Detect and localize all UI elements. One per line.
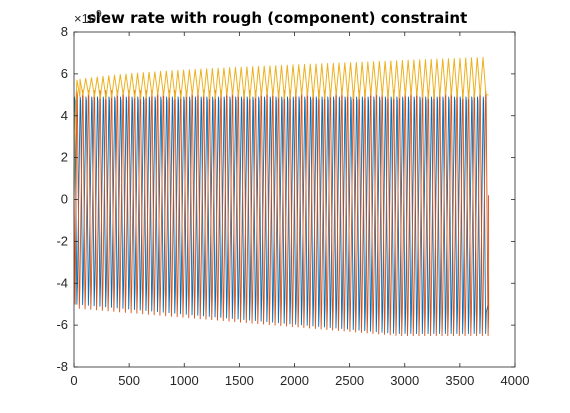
y-tick-label: 2 bbox=[61, 150, 68, 165]
x-tick-label: 4000 bbox=[501, 373, 530, 388]
y-tick-label: -2 bbox=[56, 233, 68, 248]
y-tick-label: 6 bbox=[61, 66, 68, 81]
x-tick-label: 3500 bbox=[445, 373, 474, 388]
y-multiplier-base: ×10 bbox=[74, 11, 96, 26]
x-tick-label: 1500 bbox=[225, 373, 254, 388]
x-tick-label: 1000 bbox=[170, 373, 199, 388]
x-tick-label: 500 bbox=[118, 373, 140, 388]
y-tick-label: 0 bbox=[61, 192, 68, 207]
x-tick-label: 3000 bbox=[390, 373, 419, 388]
y-tick-label: -6 bbox=[56, 317, 68, 332]
y-tick-label: -4 bbox=[56, 275, 68, 290]
y-tick-label: -8 bbox=[56, 359, 68, 374]
plot-area bbox=[73, 56, 490, 337]
y-multiplier-label: ×109 bbox=[74, 9, 102, 26]
series-line-blue bbox=[73, 96, 489, 334]
x-tick-label: 2000 bbox=[280, 373, 309, 388]
y-multiplier-exponent: 9 bbox=[96, 9, 102, 20]
y-tick-label: 4 bbox=[61, 108, 68, 123]
x-tick-label: 2500 bbox=[335, 373, 364, 388]
series-line-yellow bbox=[73, 56, 489, 200]
x-tick-label: 0 bbox=[70, 373, 77, 388]
series-line-orange bbox=[73, 90, 490, 337]
y-tick-label: 8 bbox=[61, 24, 68, 39]
axes: 0 500 1000 1500 2000 2500 3000 3500 4000 -8 -6 -4 -2… bbox=[56, 24, 529, 388]
chart-title: slew rate with rough (component) constra… bbox=[87, 9, 468, 27]
